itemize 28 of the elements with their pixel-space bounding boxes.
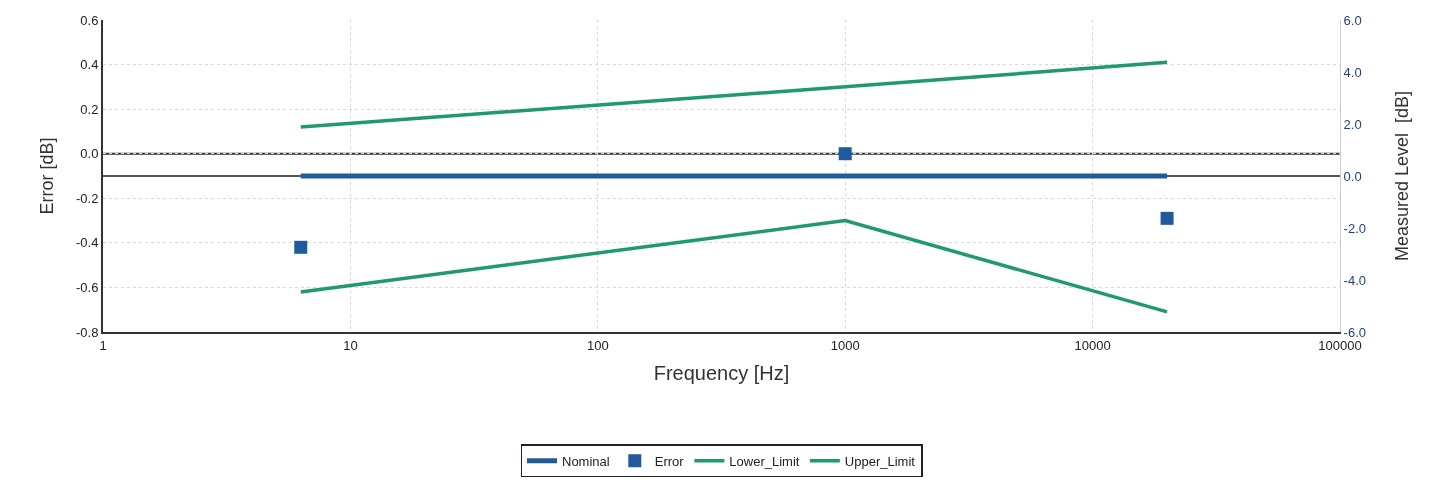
y-tick-label: -0.4 — [75, 235, 99, 251]
x-tick-label: 1000 — [830, 337, 860, 353]
legend-label: Upper_Limit — [844, 453, 916, 469]
x-tick-label: 100 — [586, 337, 609, 353]
y-tick-label: 0.6 — [80, 12, 99, 28]
y-tick-label: -0.8 — [75, 324, 99, 340]
legend-label: Nominal — [562, 453, 610, 469]
x-tick-label: 10 — [343, 337, 358, 353]
legend-label: Error — [654, 453, 685, 469]
y2-tick-label: 0.0 — [1343, 168, 1362, 184]
y2-tick-label: -6.0 — [1343, 324, 1367, 340]
x-tick-label: 10000 — [1074, 337, 1111, 353]
y-tick-label: -0.2 — [75, 190, 99, 206]
y2-tick-label: 4.0 — [1343, 64, 1362, 80]
y2-axis-title: Measured Level [dB] — [1392, 90, 1413, 262]
y-tick-label: 0.0 — [80, 146, 99, 162]
y-tick-label: 0.4 — [80, 57, 99, 73]
y2-tick-label: -2.0 — [1343, 220, 1367, 236]
y2-tick-label: 2.0 — [1343, 116, 1362, 132]
y-tick-label: -0.6 — [75, 279, 99, 295]
y-tick-label: 0.2 — [80, 101, 99, 117]
x-axis-title: Frequency [Hz] — [653, 361, 790, 384]
x-tick-label: 1 — [99, 337, 107, 353]
x-tick-label: 100000 — [1318, 337, 1362, 353]
y-axis-title: Error [dB] — [36, 137, 57, 215]
legend-label: Lower_Limit — [729, 453, 800, 469]
y2-tick-label: 6.0 — [1343, 12, 1362, 28]
y2-tick-label: -4.0 — [1343, 272, 1367, 288]
